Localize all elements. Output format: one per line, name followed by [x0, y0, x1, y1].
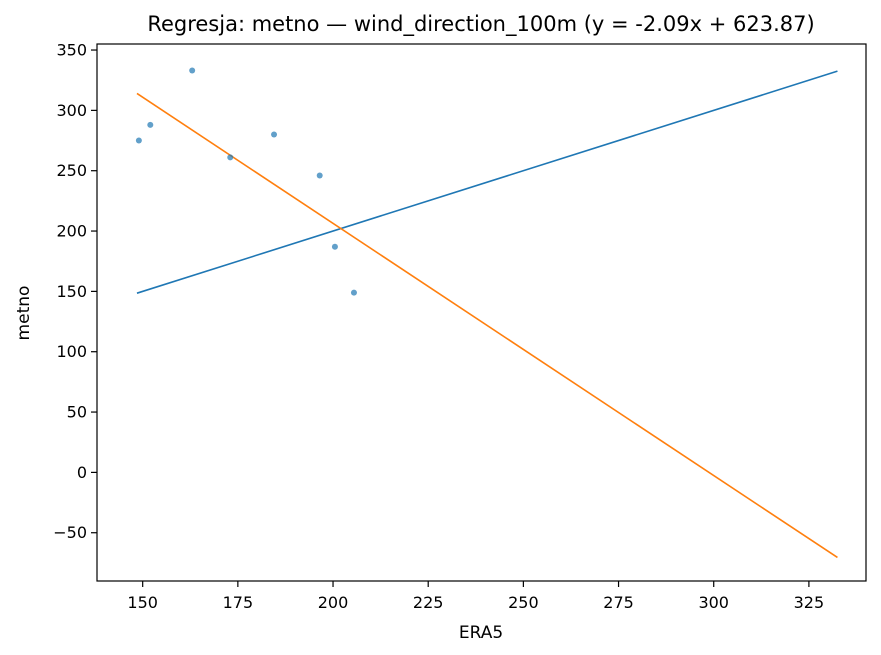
data-point: [316, 172, 323, 179]
y-tick-label: −50: [53, 523, 87, 542]
regression-line: [136, 92, 838, 559]
x-tick-label: 250: [508, 593, 539, 612]
x-tick-label: 200: [318, 593, 349, 612]
x-tick-label: 175: [223, 593, 254, 612]
y-tick-label: 100: [56, 342, 87, 361]
plot-frame: [96, 43, 867, 582]
data-point: [189, 67, 196, 74]
y-tick-label: 350: [56, 41, 87, 60]
chart-title: Regresja: metno — wind_direction_100m (y…: [147, 12, 814, 37]
plot-layer: 150 175 200 225 250 275 300 325 −50 0 50 100 150 200 2…: [53, 41, 867, 612]
y-axis-label: metno: [14, 286, 34, 341]
x-tick-label: 275: [603, 593, 634, 612]
x-tick-label: 300: [698, 593, 729, 612]
y-tick-label: 250: [56, 161, 87, 180]
data-point: [331, 243, 338, 250]
y-tick-label: 0: [77, 463, 87, 482]
x-tick-label: 325: [794, 593, 825, 612]
data-point: [147, 121, 154, 128]
y-tick-label: 300: [56, 101, 87, 120]
x-axis-label: ERA5: [459, 623, 503, 643]
x-tick-label: 150: [127, 593, 158, 612]
identity-line: [136, 70, 838, 294]
data-point: [350, 289, 357, 296]
y-tick-label: 200: [56, 222, 87, 241]
data-point: [227, 154, 234, 161]
data-point: [271, 131, 278, 138]
x-tick-label: 225: [413, 593, 444, 612]
data-point: [135, 137, 142, 144]
y-tick-label: 50: [67, 403, 87, 422]
y-tick-label: 150: [56, 282, 87, 301]
